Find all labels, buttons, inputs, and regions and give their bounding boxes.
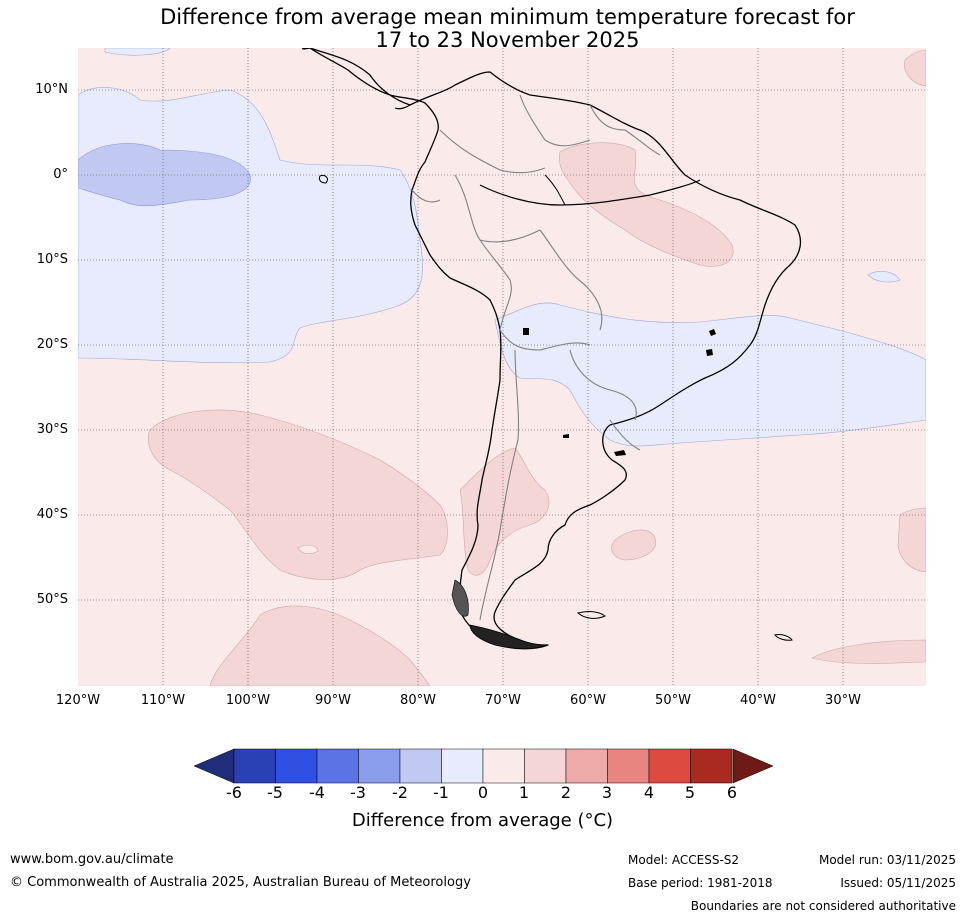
tierra-del-fuego [469, 624, 546, 650]
anomaly-region-se-atlantic-pos1-2 [811, 639, 926, 664]
anomaly-region-far-south-pos1-2 [209, 605, 431, 686]
lake-marker-2 [706, 349, 713, 356]
colorbar [193, 748, 774, 784]
galapagos-islands [318, 175, 328, 184]
colorbar-title: Difference from average (°C) [351, 810, 614, 831]
colorbar-cell [690, 748, 733, 784]
lon-label-40w: 40°W [740, 693, 776, 708]
colorbar-tick-label: 4 [643, 783, 655, 802]
colorbar-tick-label: -2 [392, 783, 408, 802]
colorbar-tick-label: 0 [477, 783, 489, 802]
falkland-islands [576, 611, 606, 619]
lat-label-50s: 50°S [36, 592, 68, 607]
colorbar-tick-label: -3 [350, 783, 366, 802]
rio-negro [544, 174, 566, 206]
lagoa-dos-patos [614, 450, 626, 456]
colorbar-tick-label: 3 [601, 783, 613, 802]
anomaly-region-amazon-pos1-2 [558, 142, 734, 267]
lat-label-40s: 40°S [36, 507, 68, 522]
colorbar-tick-label: -5 [267, 783, 283, 802]
colorbar-tick-label: 1 [518, 783, 530, 802]
lon-label-50w: 50°W [655, 693, 691, 708]
south-america-coastline [309, 48, 802, 650]
graticule [78, 48, 926, 686]
anomaly-region-north-neg1-0 [104, 48, 171, 56]
anomaly-region-pacific-neg2-neg1 [78, 143, 251, 207]
colorbar-tick-label: 6 [726, 783, 738, 802]
lon-label-30w: 30°W [825, 693, 861, 708]
lake-marker-1 [709, 329, 716, 336]
lon-label-110w: 110°W [140, 693, 186, 708]
footer-copyright: © Commonwealth of Australia 2025, Austra… [10, 875, 471, 890]
lon-label-70w: 70°W [485, 693, 521, 708]
anomaly-hole [297, 544, 319, 554]
colorbar-cell [358, 748, 401, 784]
lon-label-120w: 120°W [55, 693, 101, 708]
footer-model: Model: ACCESS-S2 [628, 853, 740, 867]
colorbar-cell [524, 748, 567, 784]
lon-label-90w: 90°W [315, 693, 351, 708]
colorbar-cell [441, 748, 484, 784]
lon-label-100w: 100°W [225, 693, 271, 708]
chile-archipelago [451, 579, 469, 617]
colorbar-cell [399, 748, 442, 784]
chart-title-line-1: Difference from average mean minimum tem… [160, 5, 855, 29]
anomaly-region-south-pacific-pos1-2 [147, 409, 448, 580]
footer-disclaimer: Boundaries are not considered authoritat… [690, 899, 956, 913]
colorbar-arrow-low [193, 748, 235, 784]
colorbar-tick-label: 2 [560, 783, 572, 802]
footer-base-period: Base period: 1981-2018 [628, 876, 773, 890]
lat-label-10s: 10°S [36, 252, 68, 267]
footer-website: www.bom.gov.au/climate [10, 852, 174, 867]
lat-label-30s: 30°S [36, 422, 68, 437]
footer-model-run: Model run: 03/11/2025 [818, 853, 956, 867]
lon-label-80w: 80°W [400, 693, 436, 708]
colorbar-tick-label: 5 [684, 783, 696, 802]
colorbar-cell [316, 748, 359, 784]
colorbar-tick-label: -6 [226, 783, 242, 802]
colorbar-cell [482, 748, 525, 784]
colorbar-cell [565, 748, 608, 784]
anomaly-spot-neg [867, 271, 901, 283]
lat-label-10n: 10°N [35, 82, 68, 97]
colorbar-tick-label: -1 [433, 783, 449, 802]
central-america-coastline [301, 48, 411, 110]
lake-marker-3 [563, 434, 569, 438]
colorbar-cell [607, 748, 650, 784]
anomaly-region-ne-pos1-2 [904, 49, 926, 87]
colorbar-arrow-high [732, 748, 774, 784]
amazon-river [479, 179, 701, 206]
anomaly-region-east-atlantic-pos1-2 [897, 507, 926, 573]
lat-label-0: 0° [53, 167, 68, 182]
country-borders [411, 94, 661, 621]
lake-titicaca [523, 328, 529, 335]
south-georgia [774, 634, 793, 641]
footer-issued: Issued: 05/11/2025 [840, 876, 956, 890]
colorbar-tick-label: -4 [309, 783, 325, 802]
lon-label-60w: 60°W [570, 693, 606, 708]
colorbar-cell [648, 748, 691, 784]
anomaly-region-south-atlantic-pos1-2 [611, 529, 657, 561]
lat-label-20s: 20°S [36, 337, 68, 352]
caribbean-islands [885, 46, 898, 48]
colorbar-cell [233, 748, 276, 784]
anomaly-region-atlantic-neg1-0 [494, 302, 926, 447]
colorbar-cell [275, 748, 318, 784]
